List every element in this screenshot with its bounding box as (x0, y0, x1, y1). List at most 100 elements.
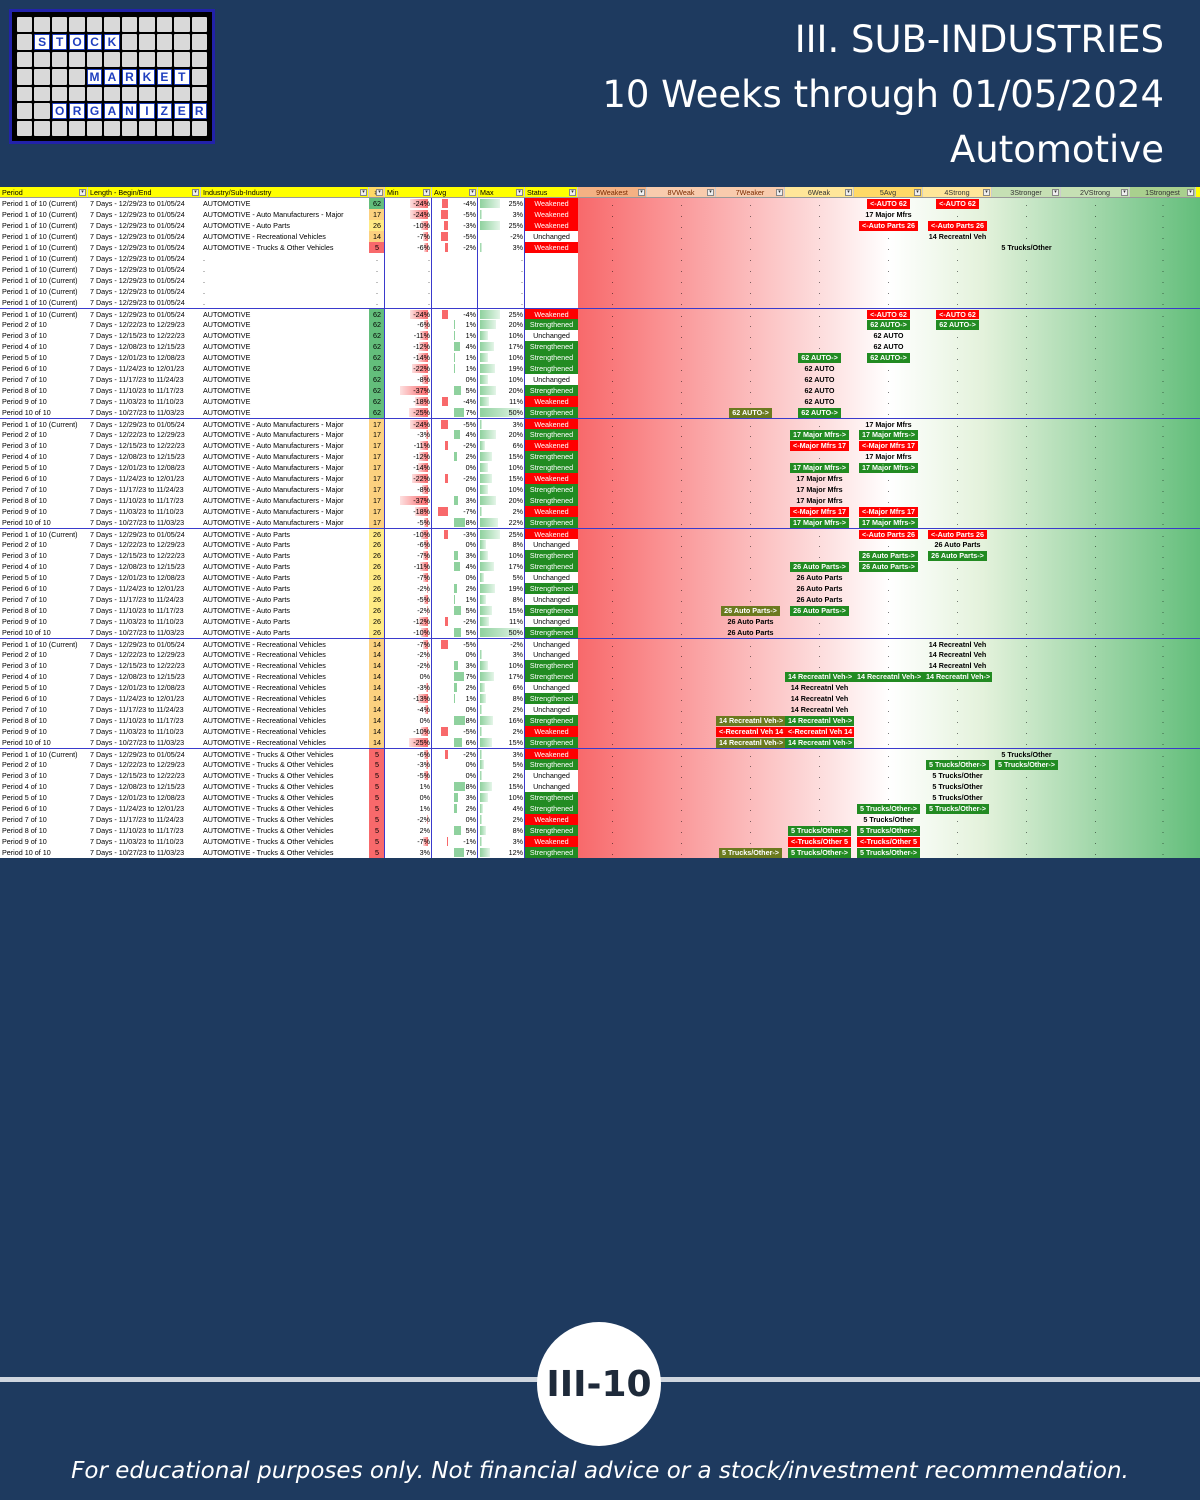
empty-dot: . (1162, 782, 1164, 791)
table-row: Period 1 of 10 (Current) 7 Days - 12/29/2… (0, 528, 1200, 539)
filter-dropdown-icon[interactable]: ▾ (914, 189, 921, 196)
table-row: Period 2 of 10 7 Days - 12/22/23 to 12/29… (0, 539, 1200, 550)
strength-label: 5 Trucks/Other-> (788, 826, 851, 836)
column-header[interactable]: Min ▾ (385, 187, 432, 197)
strength-cell-4strong: 26 Auto Parts (923, 539, 992, 550)
empty-dot: . (1025, 331, 1028, 340)
strength-cell-3stronger: . (992, 495, 1061, 506)
column-header[interactable]: 7Weaker ▾ (716, 187, 785, 197)
empty-dot: . (749, 298, 752, 307)
filter-dropdown-icon[interactable]: ▾ (569, 189, 576, 196)
strength-cell-5avg: . (854, 297, 923, 308)
min-bar (426, 606, 428, 615)
column-header[interactable]: 1Strongest ▾ (1130, 187, 1196, 197)
industry-cell: AUTOMOTIVE - Auto Manufacturers - Major (203, 420, 344, 429)
strength-label: <-Recreatnl Veh 14 (785, 727, 854, 737)
strength-label: <-Auto Parts 26 (859, 221, 918, 231)
max-bar (480, 826, 487, 835)
logo-tile (139, 51, 155, 67)
empty-dot: . (1162, 815, 1164, 824)
strength-cell-3stronger: . (992, 605, 1061, 616)
column-header[interactable]: Max ▾ (478, 187, 525, 197)
empty-dot: . (749, 584, 752, 593)
length-cell: 7 Days - 12/15/23 to 12/22/23 (90, 441, 185, 450)
filter-dropdown-icon[interactable]: ▾ (469, 189, 476, 196)
strength-cell-9weakest: . (578, 309, 647, 319)
strength-cell-2vstrong: . (1061, 275, 1130, 286)
filter-dropdown-icon[interactable]: ▾ (192, 189, 199, 196)
strength-cell-5avg: . (854, 385, 923, 396)
avg-bar (443, 530, 448, 539)
filter-dropdown-icon[interactable]: ▾ (707, 189, 714, 196)
filter-dropdown-icon[interactable]: ▾ (1052, 189, 1059, 196)
industry-cell: AUTOMOTIVE - Auto Manufacturers - Major (203, 518, 344, 527)
column-header[interactable]: 9Weakest ▾ (578, 187, 647, 197)
filter-dropdown-icon[interactable]: ▾ (360, 189, 367, 196)
min-value: -37% (413, 386, 430, 395)
empty-dot: . (611, 661, 614, 670)
filter-dropdown-icon[interactable]: ▾ (516, 189, 523, 196)
strength-cell-3stronger: . (992, 660, 1061, 671)
table-row: Period 3 of 10 7 Days - 12/15/23 to 12/22… (0, 550, 1200, 561)
count-cell: 17 (369, 440, 385, 451)
strength-cell-6weak: . (785, 341, 854, 352)
column-header[interactable]: 8VWeak ▾ (647, 187, 716, 197)
filter-dropdown-icon[interactable]: ▾ (423, 189, 430, 196)
column-separator (524, 198, 525, 858)
column-header[interactable]: Industry/Sub-Industry ▾ (201, 187, 369, 197)
max-cell: . (478, 253, 525, 264)
strength-cell-3stronger: . (992, 506, 1061, 517)
max-cell: 19% (478, 583, 525, 594)
min-cell: -7% (385, 836, 432, 847)
filter-dropdown-icon[interactable]: ▾ (638, 189, 645, 196)
strength-cell-2vstrong: . (1061, 749, 1130, 759)
strength-cell-8vweak: . (647, 253, 716, 264)
strength-cell-8vweak: . (647, 429, 716, 440)
count-cell: 14 (369, 726, 385, 737)
empty-dot: . (887, 606, 890, 615)
empty-dot: . (887, 650, 890, 659)
empty-dot: . (818, 221, 821, 230)
strength-cell-9weakest: . (578, 440, 647, 451)
filter-dropdown-icon[interactable]: ▾ (845, 189, 852, 196)
strength-cell-4strong: 26 Auto Parts-> (923, 550, 992, 561)
filter-dropdown-icon[interactable]: ▾ (79, 189, 86, 196)
column-header[interactable]: Period ▾ (0, 187, 88, 197)
empty-dot: . (611, 771, 614, 780)
column-header[interactable]: Status ▾ (525, 187, 578, 197)
filter-dropdown-icon[interactable]: ▾ (983, 189, 990, 196)
column-header[interactable]: Length - Begin/End ▾ (88, 187, 201, 197)
strength-cell-4strong: . (923, 583, 992, 594)
filter-dropdown-icon[interactable]: ▾ (376, 189, 383, 196)
column-header[interactable]: 6Weak ▾ (785, 187, 854, 197)
strength-label: 62 AUTO-> (729, 408, 772, 418)
empty-dot: . (1094, 441, 1097, 450)
empty-dot: . (1025, 518, 1028, 527)
empty-dot: . (956, 837, 959, 846)
min-value: 2% (419, 826, 430, 835)
empty-dot: . (956, 826, 959, 835)
industry-cell: AUTOMOTIVE - Trucks & Other Vehicles (203, 793, 334, 802)
logo-tile (86, 17, 103, 32)
empty-dot: . (818, 342, 821, 351)
column-header[interactable]: Avg ▾ (432, 187, 478, 197)
empty-dot: . (1025, 826, 1028, 835)
column-header[interactable]: 5Avg ▾ (854, 187, 923, 197)
logo-letter: R (191, 103, 207, 120)
column-header[interactable]: 2VStrong ▾ (1061, 187, 1130, 197)
empty-dot: . (1025, 452, 1028, 461)
strength-cell-4strong: . (923, 440, 992, 451)
empty-dot: . (1025, 342, 1028, 351)
strength-cell-8vweak: . (647, 473, 716, 484)
filter-dropdown-icon[interactable]: ▾ (1187, 189, 1194, 196)
min-cell: -6% (385, 319, 432, 330)
filter-dropdown-icon[interactable]: ▾ (776, 189, 783, 196)
empty-dot: . (611, 815, 614, 824)
column-header[interactable]: 3Stronger ▾ (992, 187, 1061, 197)
max-cell: 10% (478, 462, 525, 473)
column-header[interactable]: 4Strong ▾ (923, 187, 992, 197)
column-header[interactable]: #▾ (369, 187, 385, 197)
strength-label: 14 Recreatnl Veh (928, 650, 987, 659)
filter-dropdown-icon[interactable]: ▾ (1121, 189, 1128, 196)
count-cell: 14 (369, 737, 385, 748)
